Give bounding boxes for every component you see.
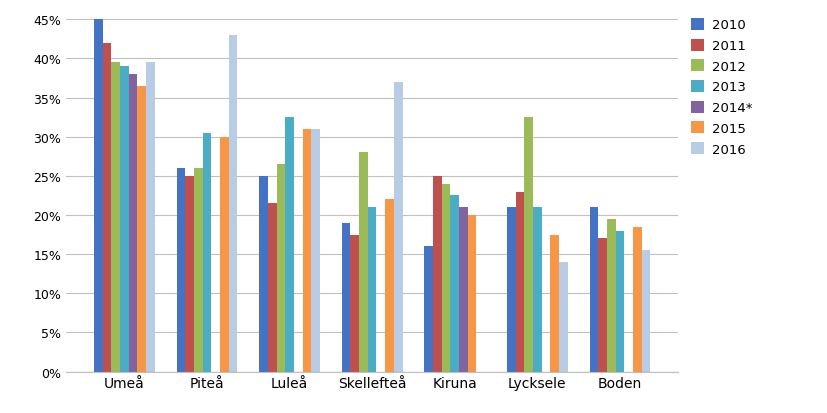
Bar xyxy=(459,208,468,372)
Bar xyxy=(633,227,642,372)
Bar xyxy=(177,169,185,372)
Bar xyxy=(103,44,112,372)
Bar xyxy=(285,118,294,372)
Bar xyxy=(203,133,211,372)
Bar xyxy=(342,223,351,372)
Bar xyxy=(468,216,476,372)
Legend: 2010, 2011, 2012, 2013, 2014*, 2015, 2016: 2010, 2011, 2012, 2013, 2014*, 2015, 201… xyxy=(691,19,753,156)
Bar xyxy=(559,262,567,372)
Bar xyxy=(194,169,203,372)
Bar xyxy=(303,130,311,372)
Bar xyxy=(112,63,120,372)
Bar xyxy=(146,63,155,372)
Bar xyxy=(451,196,459,372)
Bar xyxy=(129,75,137,372)
Bar xyxy=(351,235,359,372)
Bar xyxy=(533,208,542,372)
Bar xyxy=(311,130,320,372)
Bar xyxy=(259,176,268,372)
Bar xyxy=(615,231,624,372)
Bar xyxy=(433,176,442,372)
Bar xyxy=(507,208,516,372)
Bar xyxy=(524,118,533,372)
Bar xyxy=(442,184,451,372)
Bar xyxy=(94,20,103,372)
Bar xyxy=(642,251,650,372)
Bar xyxy=(120,67,129,372)
Bar xyxy=(424,247,433,372)
Bar xyxy=(607,219,615,372)
Bar xyxy=(220,138,228,372)
Bar xyxy=(516,192,524,372)
Bar xyxy=(228,36,237,372)
Bar xyxy=(359,153,368,372)
Bar xyxy=(385,200,394,372)
Bar xyxy=(598,239,607,372)
Bar xyxy=(276,165,285,372)
Bar xyxy=(368,208,376,372)
Bar xyxy=(268,204,276,372)
Bar xyxy=(551,235,559,372)
Bar xyxy=(137,87,146,372)
Bar xyxy=(185,176,194,372)
Bar xyxy=(394,83,403,372)
Bar xyxy=(590,208,598,372)
